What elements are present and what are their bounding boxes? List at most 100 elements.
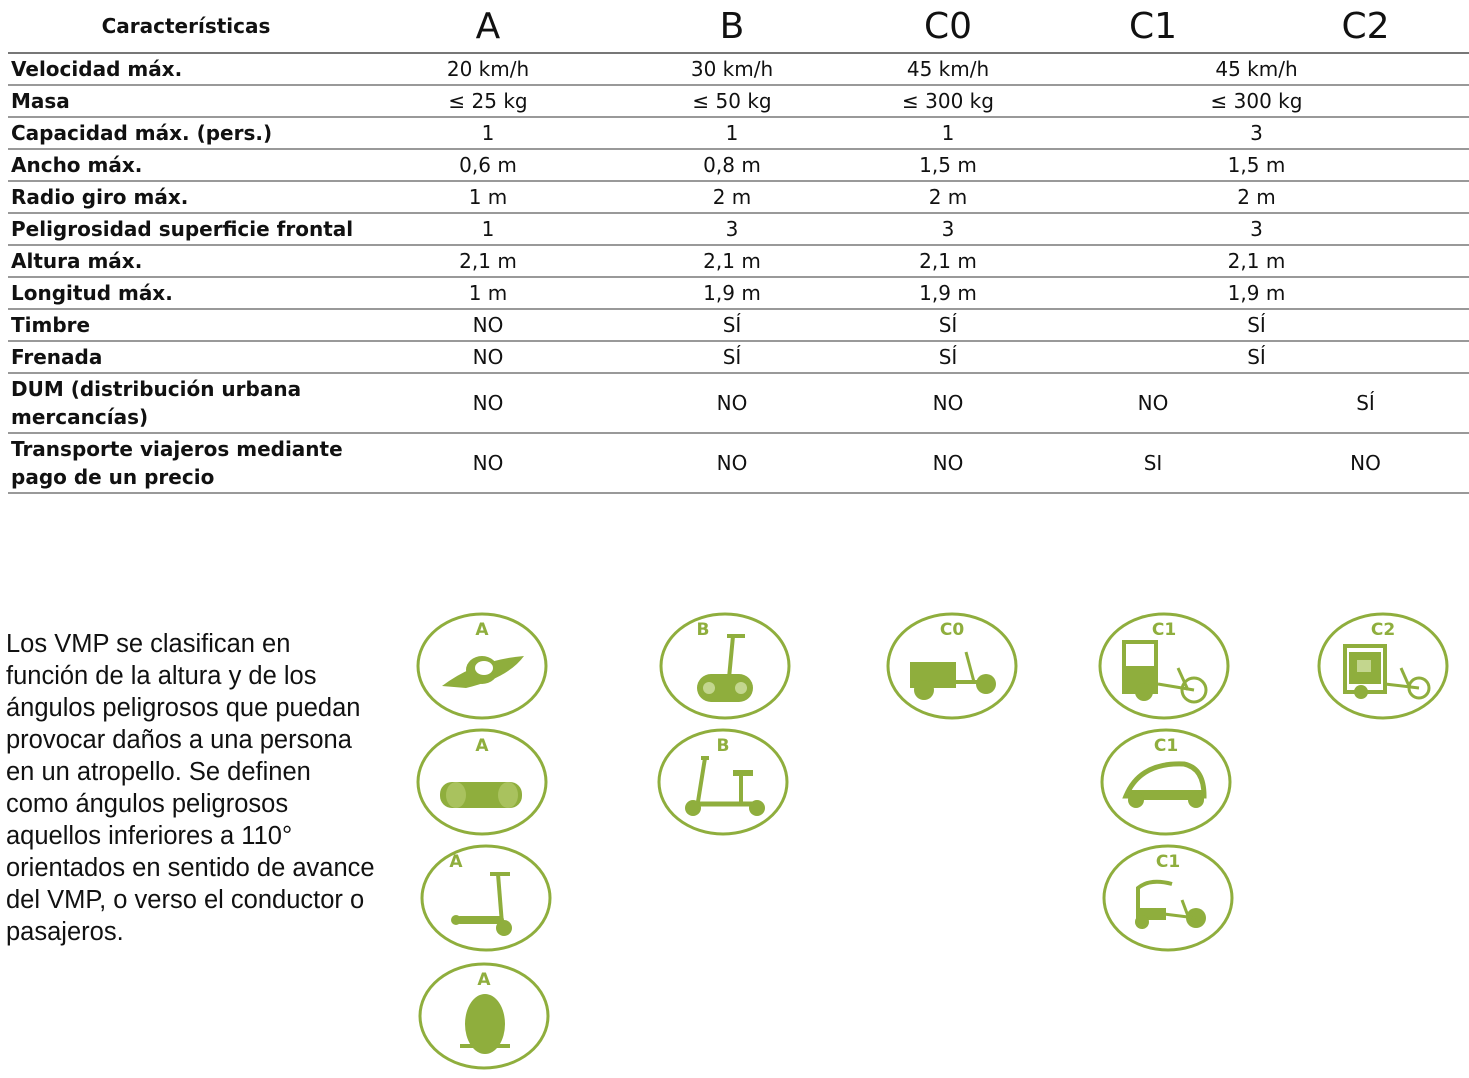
cell-c1-c2: 2,1 m: [1044, 245, 1469, 278]
cell-c0: 1,9 m: [852, 277, 1044, 310]
vmp-characteristics-table-container: Características A B C0 C1 C2 Velocidad m…: [8, 0, 1469, 494]
cell-c0: SÍ: [852, 341, 1044, 374]
table-row: Longitud máx. 1 m 1,9 m 1,9 m 1,9 m: [8, 277, 1469, 310]
cell-a: 1: [364, 213, 612, 246]
cell-c1: SI: [1044, 433, 1262, 494]
row-label: Transporte viajeros mediante pago de un …: [8, 433, 364, 494]
cell-c1-c2: 1,5 m: [1044, 149, 1469, 182]
vmp-characteristics-table: Características A B C0 C1 C2 Velocidad m…: [8, 0, 1469, 494]
cell-c1: NO: [1044, 373, 1262, 434]
icon-label: A: [477, 970, 491, 990]
cell-c0: SÍ: [852, 309, 1044, 342]
icon-label: C1: [1155, 852, 1181, 872]
cell-c0: 2 m: [852, 181, 1044, 214]
cell-b: 0,8 m: [612, 149, 852, 182]
cell-c0: 2,1 m: [852, 245, 1044, 278]
monowheel-icon: A: [418, 962, 550, 1070]
table-row: DUM (distribución urbana mercancías) NO NO…: [8, 373, 1469, 434]
canopy-trike-icon: C1: [1102, 844, 1234, 952]
delivery-trike-icon: C2: [1317, 612, 1449, 720]
cell-a: 1: [364, 117, 612, 150]
table-row: Masa ≤ 25 kg ≤ 50 kg ≤ 300 kg ≤ 300 kg: [8, 85, 1469, 118]
header-class-b: B: [612, 0, 852, 54]
cell-c0: 3: [852, 213, 1044, 246]
kick-scooter-icon: A: [420, 844, 552, 952]
hoverboard-disc-icon: A: [416, 612, 548, 720]
row-label: DUM (distribución urbana mercancías): [8, 373, 364, 434]
segway-icon: B: [659, 612, 791, 720]
cell-b: 1,9 m: [612, 277, 852, 310]
cell-b: NO: [612, 373, 852, 434]
rickshaw-icon: C1: [1098, 612, 1230, 720]
classification-description: Los VMP se clasifican en función de la a…: [6, 630, 375, 946]
row-label: Peligrosidad superficie frontal: [8, 213, 364, 246]
cell-a: 2,1 m: [364, 245, 612, 278]
cell-c1-c2: SÍ: [1044, 341, 1469, 374]
cargo-bike-icon: C0: [886, 612, 1018, 720]
cell-c1-c2: 3: [1044, 117, 1469, 150]
row-label: Altura máx.: [8, 245, 364, 278]
icon-label: B: [716, 736, 730, 756]
cell-b: ≤ 50 kg: [612, 85, 852, 118]
cell-c0: NO: [852, 433, 1044, 494]
table-row: Timbre NO SÍ SÍ SÍ: [8, 309, 1469, 342]
cell-b: SÍ: [612, 309, 852, 342]
table-row: Frenada NO SÍ SÍ SÍ: [8, 341, 1469, 374]
cell-c1-c2: 2 m: [1044, 181, 1469, 214]
cell-b: 1: [612, 117, 852, 150]
cell-a: ≤ 25 kg: [364, 85, 612, 118]
cell-b: 2 m: [612, 181, 852, 214]
row-label: Ancho máx.: [8, 149, 364, 182]
icon-label: A: [475, 736, 489, 756]
cell-c0: 45 km/h: [852, 53, 1044, 86]
cell-c2: NO: [1262, 433, 1469, 494]
cell-b: NO: [612, 433, 852, 494]
header-class-a: A: [364, 0, 612, 54]
table-row: Velocidad máx. 20 km/h 30 km/h 45 km/h 45 km…: [8, 53, 1469, 86]
cell-b: SÍ: [612, 341, 852, 374]
icon-label: A: [449, 852, 463, 872]
header-class-c2: C2: [1262, 0, 1469, 54]
cell-a: NO: [364, 373, 612, 434]
row-label: Timbre: [8, 309, 364, 342]
icon-label: C1: [1151, 620, 1177, 640]
table-row: Capacidad máx. (pers.) 1 1 1 3: [8, 117, 1469, 150]
cell-c0: 1: [852, 117, 1044, 150]
cell-c0: 1,5 m: [852, 149, 1044, 182]
icon-label: C0: [939, 620, 965, 640]
cell-c1-c2: 1,9 m: [1044, 277, 1469, 310]
table-row: Transporte viajeros mediante pago de un …: [8, 433, 1469, 494]
seated-scooter-icon: B: [657, 728, 789, 836]
row-label: Longitud máx.: [8, 277, 364, 310]
icon-label: C1: [1153, 736, 1179, 756]
cell-a: NO: [364, 309, 612, 342]
pod-trike-icon: C1: [1100, 728, 1232, 836]
icon-label: C2: [1370, 620, 1396, 640]
row-label: Frenada: [8, 341, 364, 374]
cell-c2: SÍ: [1262, 373, 1469, 434]
cell-a: 1 m: [364, 277, 612, 310]
cell-b: 3: [612, 213, 852, 246]
cell-c1-c2: SÍ: [1044, 309, 1469, 342]
table-row: Ancho máx. 0,6 m 0,8 m 1,5 m 1,5 m: [8, 149, 1469, 182]
table-header-row: Características A B C0 C1 C2: [8, 0, 1469, 54]
row-label: Radio giro máx.: [8, 181, 364, 214]
icon-label: B: [696, 620, 710, 640]
table-row: Peligrosidad superficie frontal 1 3 3 3: [8, 213, 1469, 246]
row-label: Velocidad máx.: [8, 53, 364, 86]
cell-b: 30 km/h: [612, 53, 852, 86]
icon-label: A: [475, 620, 489, 640]
cell-a: NO: [364, 341, 612, 374]
header-class-c1: C1: [1044, 0, 1262, 54]
row-label: Masa: [8, 85, 364, 118]
cell-a: 0,6 m: [364, 149, 612, 182]
cell-a: NO: [364, 433, 612, 494]
cell-b: 2,1 m: [612, 245, 852, 278]
cell-a: 20 km/h: [364, 53, 612, 86]
cell-c1-c2: 45 km/h: [1044, 53, 1469, 86]
table-row: Altura máx. 2,1 m 2,1 m 2,1 m 2,1 m: [8, 245, 1469, 278]
cell-c0: NO: [852, 373, 1044, 434]
cell-c1-c2: ≤ 300 kg: [1044, 85, 1469, 118]
header-characteristics: Características: [8, 0, 364, 54]
